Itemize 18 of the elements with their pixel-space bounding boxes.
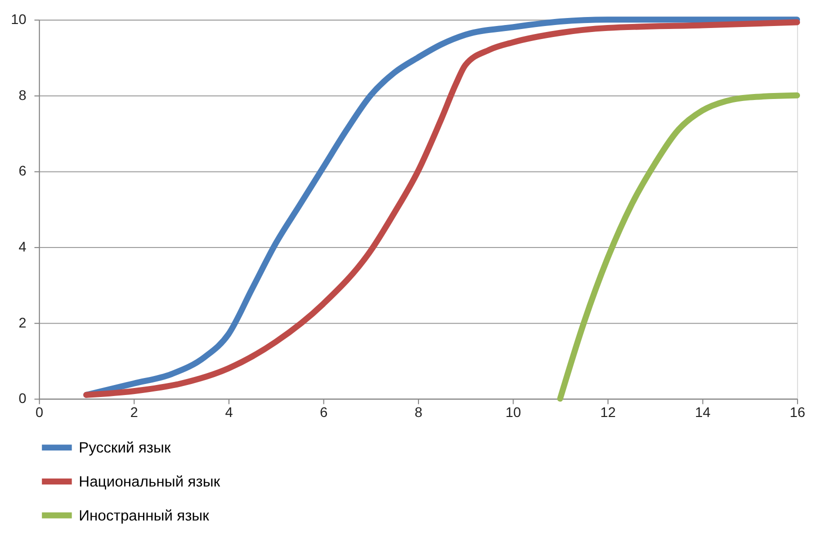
y-tick-label: 8	[18, 86, 27, 103]
legend-label: Национальный язык	[78, 473, 220, 490]
y-tick-label: 10	[10, 11, 27, 28]
legend-label: Русский язык	[78, 440, 172, 457]
y-tick-label: 0	[18, 390, 27, 406]
y-tick-label: 2	[18, 314, 27, 330]
x-tick-label: 12	[600, 404, 616, 420]
x-tick-label: 6	[320, 404, 328, 420]
y-tick-label: 4	[18, 238, 27, 255]
x-tick-label: 4	[225, 404, 234, 420]
x-tick-label: 14	[695, 404, 711, 420]
x-tick-label: 0	[36, 404, 44, 420]
legend-label: Иностранный язык	[78, 507, 210, 524]
x-tick-label: 10	[505, 404, 522, 420]
x-tick-label: 2	[130, 404, 138, 420]
x-tick-label: 16	[790, 404, 806, 420]
x-tick-label: 8	[414, 404, 423, 420]
y-tick-label: 6	[18, 162, 27, 179]
